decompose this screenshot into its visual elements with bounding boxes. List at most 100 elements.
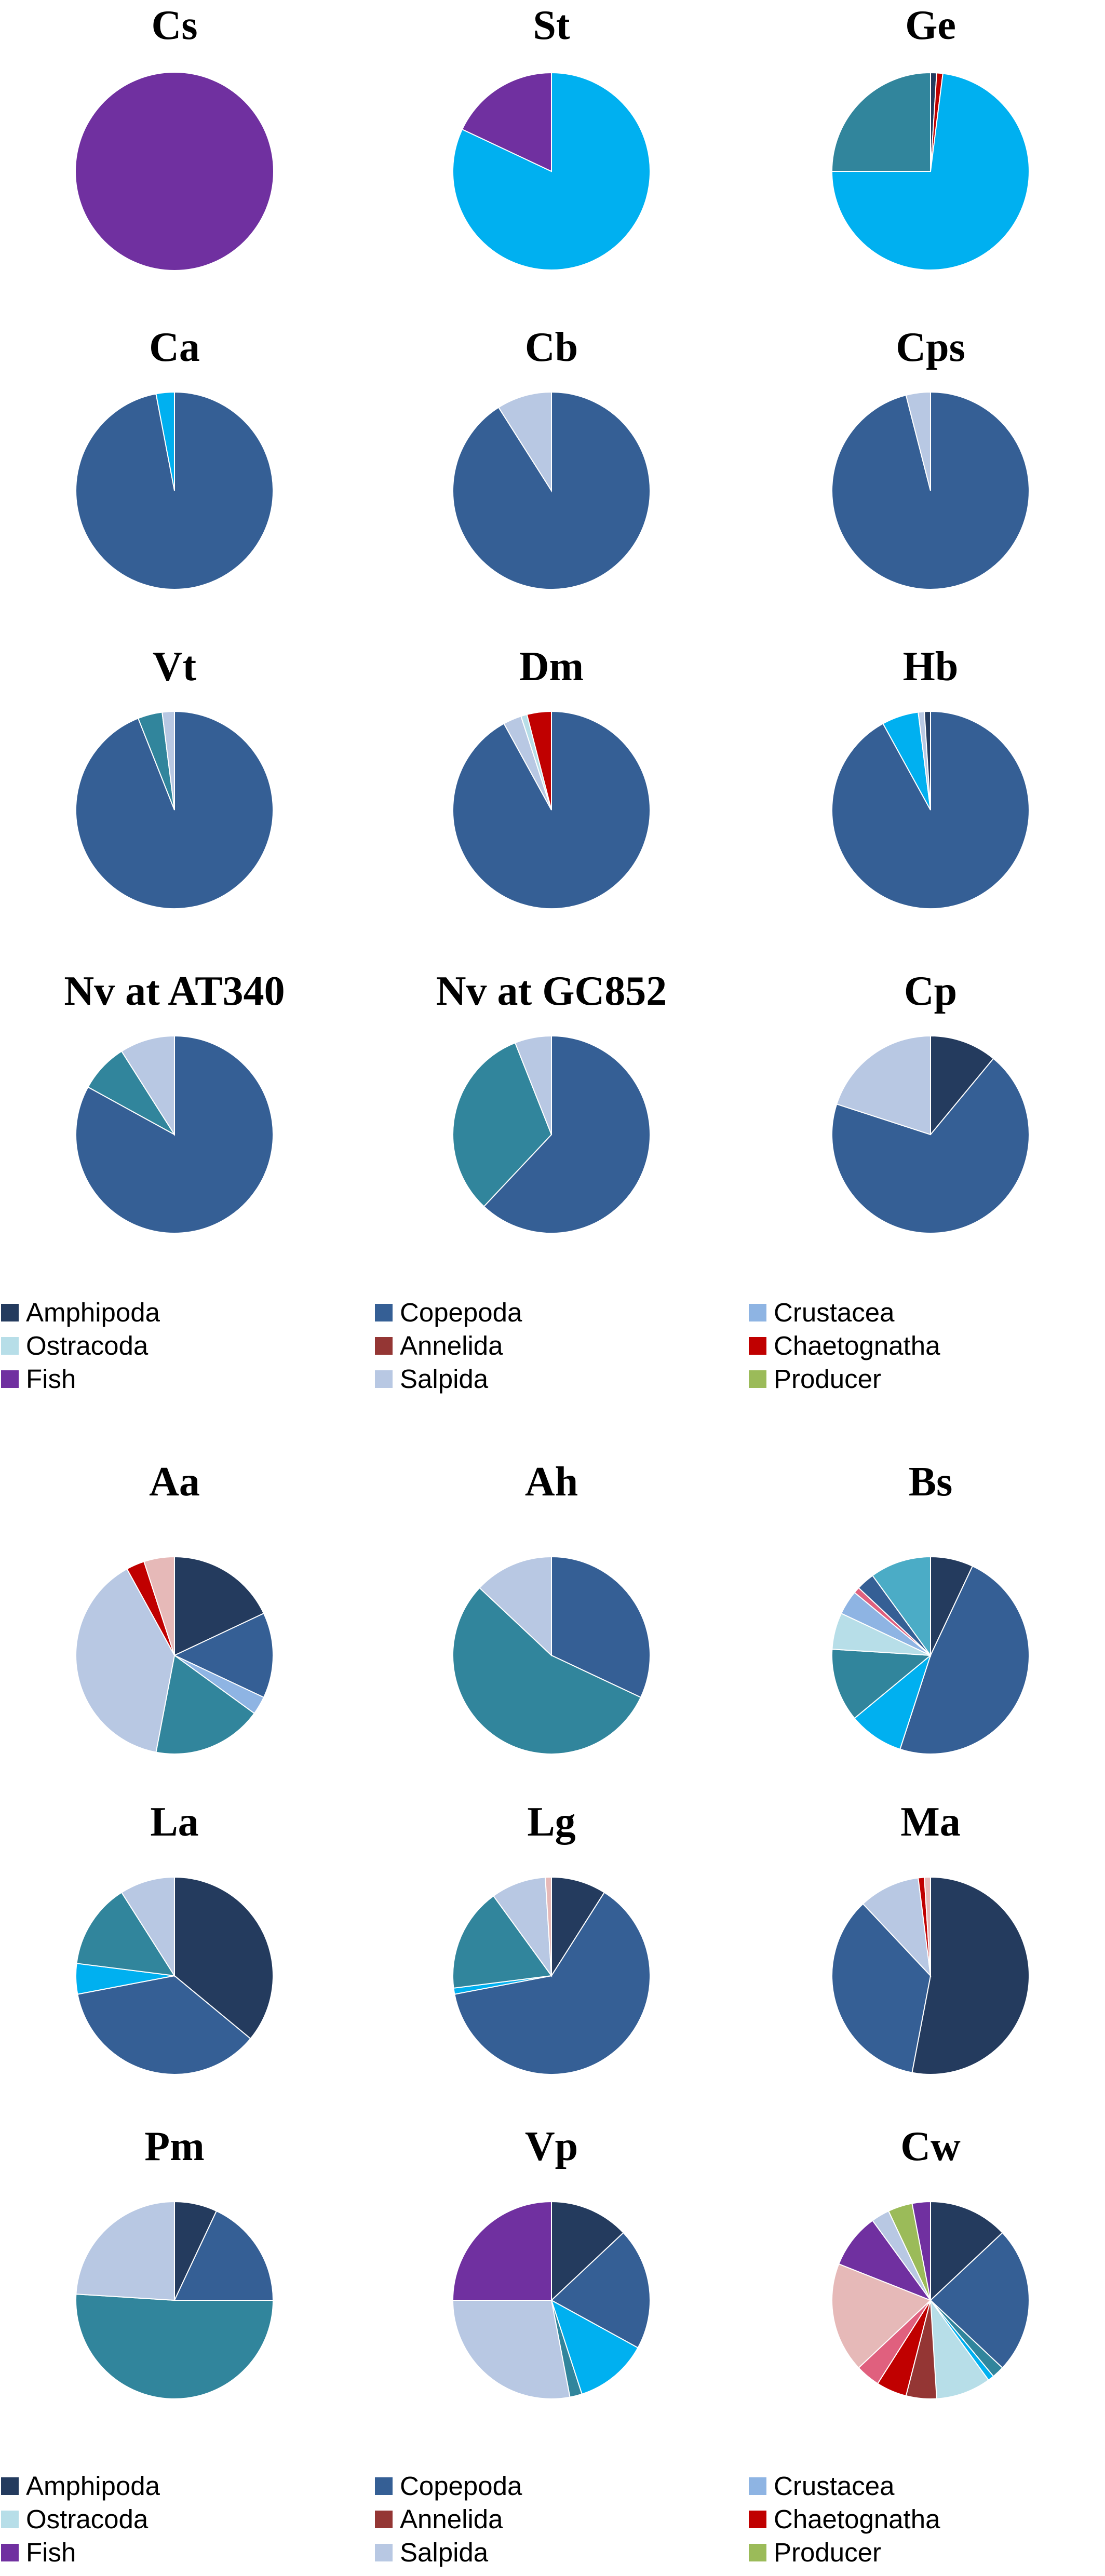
pie-cp: Cp [831,968,1030,1234]
pie-slice-mollusca [924,1876,931,1976]
legend-label: Amphipoda [26,1298,160,1327]
pie-slice-copepoda [550,2232,651,2349]
legend-label: Crustacea [774,1298,895,1327]
pie-title: Dm [519,644,584,690]
legend-swatch [375,1337,393,1355]
pie-ma: Ma [831,1799,1030,2075]
legend-label: Amphipoda [26,2471,160,2501]
pie-title: Vp [525,2124,578,2169]
pie-hb: Hb [831,644,1030,909]
legend-item-copepoda: Copepoda [375,2471,522,2501]
pie-bs: Bs [831,1459,1030,1755]
pie-slice-decapoda [155,391,175,491]
pie-title: Bs [909,1459,953,1505]
legend-swatch [1,2544,19,2561]
legend-item-crustacea: Crustacea [749,2471,895,2501]
pie-title: Ca [149,325,200,370]
legend-label: Salpida [400,1364,489,1394]
pie-slice-euphausicea [831,72,931,172]
legend-swatch [1,1337,19,1355]
legend-label: Chaetognatha [774,1331,940,1360]
pie-slice-amphipoda [551,1876,605,1978]
pie-vt: Vt [75,644,274,909]
pie-slice-salpida [836,1035,931,1136]
pie-slice-salpida [862,1877,932,1977]
pie-slice-salpida [75,2201,175,2301]
legend-swatch [1,2477,19,2495]
pie-slice-euphausicea [155,1654,255,1755]
pie-slice-amphipoda [551,2201,624,2302]
pie-title: Nv at AT340 [64,968,285,1014]
legend-item-producer: Producer [749,1364,881,1394]
pie-slice-euphausicea [452,1587,642,1755]
legend-swatch [375,1370,393,1388]
legend-item-fish: Fish [1,1364,76,1394]
legend-swatch [749,1337,766,1355]
pie-slice-euphausicea [75,2294,274,2399]
pie-slice-euphausicea [452,1895,552,1989]
pie-vp: Vp [452,2124,651,2399]
legend-label: Ostracoda [26,1331,149,1360]
pie-slice-copepoda [899,1565,1030,1755]
pie-cps: Cps [831,325,1030,590]
pie-slice-salpida [497,391,552,493]
legend-label: Fish [26,1364,76,1394]
pie-slice-fish [452,2201,552,2301]
legend-item-amphipoda: Amphipoda [1,2471,160,2501]
legend-swatch [1,2511,19,2528]
pie-title: Vt [153,644,197,690]
pie-slice-fish [461,72,552,172]
legend-label: Annelida [400,2504,503,2534]
legend-swatch [749,2544,766,2561]
legend-label: Annelida [400,1331,503,1360]
pie-slice-salpida [905,391,931,491]
pie-slice-amphipoda [930,2201,1003,2302]
legend-swatch [1,1370,19,1388]
pie-lg: Lg [452,1799,651,2075]
legend-swatch [749,1304,766,1321]
legend-label: Ostracoda [26,2504,149,2534]
legend-item-amphipoda: Amphipoda [1,1298,160,1327]
pie-slice-copepoda [77,1975,251,2075]
pie-slice-euphausicea [76,1892,176,1977]
pie-nv-at-at340: Nv at AT340 [64,968,285,1234]
pie-slice-copepoda [831,1903,932,2073]
pie-slice-copepoda [831,1058,1030,1234]
pie-title: St [533,3,570,48]
legend-item-salpida: Salpida [375,2538,489,2567]
pie-slice-copepoda [551,1556,651,1698]
pie-title: Lg [527,1799,575,1845]
pie-slice-copepoda [454,1892,651,2075]
legend-item-fish: Fish [1,2538,76,2567]
legend-swatch [375,2544,393,2561]
legend-label: Crustacea [774,2471,895,2501]
legend-item-annelida: Annelida [375,2504,503,2534]
pie-slice-salpida [479,1556,552,1657]
pie-title: Pm [144,2124,205,2169]
pie-title: Cps [896,325,965,370]
pie-slice-salpida [492,1877,552,1978]
legend-item-salpida: Salpida [375,1364,489,1394]
pie-title: Cs [152,3,198,48]
pie-ca: Ca [75,325,274,590]
legend-top: AmphipodaCopepodaCrustaceaDecapodaEuphau… [1,1298,940,1394]
legend-item-crustacea: Crustacea [749,1298,895,1327]
legend-swatch [375,2511,393,2528]
pie-title: Hb [903,644,959,690]
pie-slice-chaetognatha [526,710,552,811]
pie-slice-amphipoda [924,710,931,811]
legend-label: Fish [26,2538,76,2567]
pie-title: Ah [525,1459,578,1505]
pie-slice-salpida [161,710,175,811]
pie-slice-euphausicea [831,1649,932,1719]
pie-slice-euphausicea [87,1050,175,1135]
pie-cb: Cb [452,325,651,590]
pie-ah: Ah [452,1459,651,1755]
legend-swatch [749,2511,766,2528]
legend-item-chaetognatha: Chaetognatha [749,2504,940,2534]
legend-item-copepoda: Copepoda [375,1298,522,1327]
pie-slice-fish [76,73,273,270]
pie-slice-fish [911,2201,931,2301]
pie-title: Ge [905,3,956,48]
